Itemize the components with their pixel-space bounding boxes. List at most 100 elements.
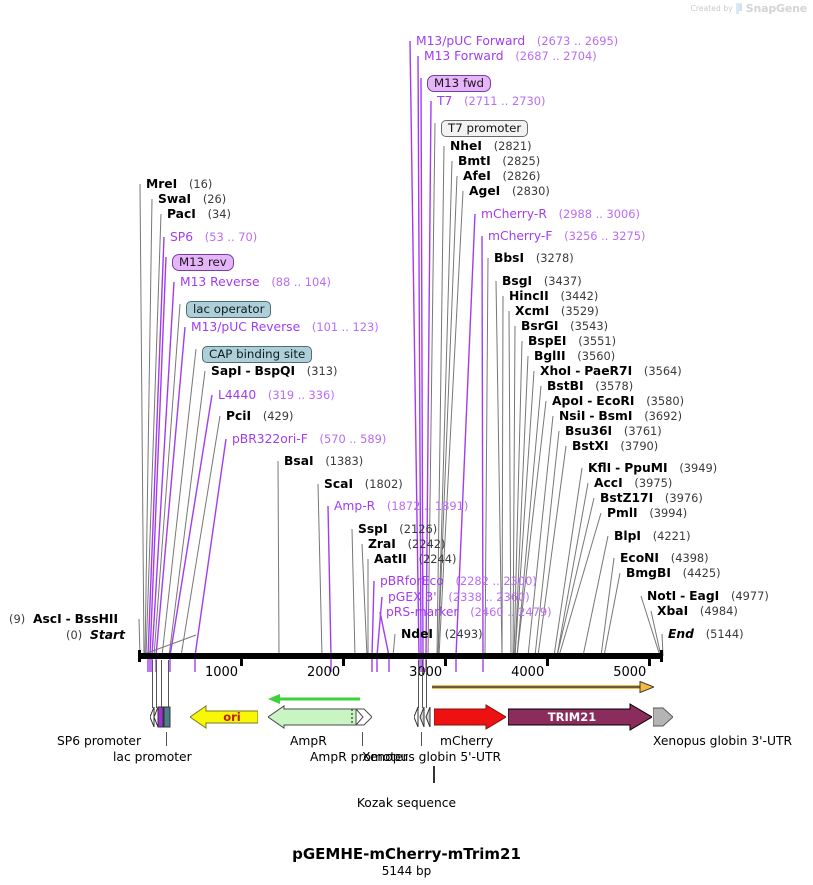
map-label-text: SspI (2126) [358, 522, 438, 536]
map-label-text: AatII (2244) [374, 552, 457, 566]
map-label-pbrfor: pBRforEco (2282 .. 2300) [380, 575, 537, 587]
ampr-promoter-pointer [362, 732, 363, 746]
map-label-text: HincII (3442) [509, 289, 599, 303]
feature-label-ampr: AmpR [290, 734, 327, 748]
map-label-m13rev: M13 rev [172, 251, 234, 271]
feature-line-orf [432, 678, 656, 694]
map-label-mrei: MreI (16) [146, 178, 212, 190]
map-label-text: Amp-R (1872 .. 1891) [334, 499, 469, 513]
snapgene-watermark: Created by SnapGene [691, 2, 808, 15]
leader-line [376, 596, 383, 657]
map-label-text: BmgBI (4425) [626, 566, 721, 580]
map-label-kfli: KflI - PpuMI (3949) [588, 462, 717, 474]
map-label-text: BglII (3560) [534, 349, 616, 363]
map-label-text: MreI (16) [146, 177, 213, 191]
sp6-lac-promoter-block [149, 704, 174, 730]
map-label-text: NdeI (2493) [401, 627, 483, 641]
map-label-nsii: NsiI - BsmI (3692) [559, 410, 682, 422]
ruler-tick [546, 659, 550, 666]
ruler-tick-label: 5000 [613, 665, 647, 680]
map-label-text: ApoI - EcoRI (3580) [552, 394, 685, 408]
ruler-tick-label: 3000 [409, 665, 444, 680]
map-label-text: M13 Forward (2687 .. 2704) [424, 49, 597, 63]
map-label-text: L4440 (319 .. 336) [218, 388, 335, 402]
feature-box-label: lac operator [186, 301, 272, 318]
map-label-end: End (5144) [668, 628, 744, 640]
site-drop-line [152, 660, 153, 708]
leader-line [361, 543, 368, 657]
map-label-text: mCherry-R (2988 .. 3006) [481, 207, 640, 221]
page-subtitle: 5144 bp [381, 864, 432, 878]
map-label-bspei: BspEI (3551) [528, 335, 616, 347]
map-label-text: NheI (2821) [450, 139, 532, 153]
feature-arrow-mcherry [433, 704, 507, 730]
map-label-text: pBR322ori-F (570 .. 589) [232, 432, 387, 446]
map-label-text: NsiI - BsmI (3692) [559, 409, 683, 423]
leader-line [194, 438, 227, 657]
map-label-acci: AccI (3975) [594, 477, 672, 489]
map-label-xcmi: XcmI (3529) [515, 305, 599, 317]
ruler-tick-label: 2000 [307, 665, 341, 680]
map-label-blpi: BlpI (4221) [614, 530, 691, 542]
map-label-text: BlpI (4221) [614, 529, 691, 543]
feature-box-label: M13 rev [172, 254, 234, 271]
leader-line [425, 100, 432, 657]
site-drop-line [418, 660, 419, 708]
leader-line [139, 183, 145, 657]
leader-line [317, 483, 323, 657]
ruler-tick [240, 659, 244, 666]
map-label-bstz17i: BstZ17I (3976) [600, 492, 703, 504]
map-label-mch-f: mCherry-F (3256 .. 3275) [488, 230, 645, 242]
leader-line [155, 326, 186, 657]
feature-box-label: M13 fwd [427, 75, 492, 92]
map-label-text: AgeI (2830) [469, 184, 550, 198]
map-label-text: M13/pUC Forward (2673 .. 2695) [416, 34, 619, 48]
map-label-lacop: lac operator [186, 298, 272, 318]
map-label-text: Bsu36I (3761) [565, 424, 662, 438]
xenopus-5utr-pointer [421, 732, 422, 746]
leader-line [149, 256, 167, 657]
map-label-text: M13 Reverse (88 .. 104) [180, 275, 331, 289]
map-label-text: mCherry-F (3256 .. 3275) [488, 229, 646, 243]
leader-line [161, 348, 197, 657]
map-label-text: SapI - BspQI (313) [211, 364, 338, 378]
feature-label-mcherry: mCherry [440, 734, 494, 748]
map-label-sapi: SapI - BspQI (313) [211, 365, 337, 377]
lac-promoter-pointer [166, 732, 167, 746]
map-label-text: BsrGI (3543) [521, 319, 609, 333]
map-label-text: BspEI (3551) [528, 334, 617, 348]
map-label-bsrgi: BsrGI (3543) [521, 320, 608, 332]
ruler-tick [444, 659, 448, 666]
map-label-scai: ScaI (1802) [324, 478, 403, 490]
leader-line [527, 415, 554, 657]
map-label-text: BmtI (2825) [458, 154, 541, 168]
leader-line [277, 460, 280, 657]
page-title: pGEMHE-mCherry-mTrim21 [292, 845, 521, 863]
feature-box-label: CAP binding site [202, 346, 313, 363]
map-label-ampr: Amp-R (1872 .. 1891) [334, 500, 468, 512]
map-label-t7: T7 (2711 .. 2730) [437, 95, 545, 107]
map-label-capbs: CAP binding site [202, 343, 313, 363]
map-label-afei: AfeI (2826) [463, 170, 540, 182]
feature-xenopus-5utr [413, 704, 434, 730]
map-label-bstxi: BstXI (3790) [572, 440, 658, 452]
feature-label-sp6-promoter: SP6 promoter [57, 734, 142, 748]
map-label-text: KflI - PpuMI (3949) [588, 461, 718, 475]
leader-line [537, 445, 567, 657]
feature-label-xenopus-3utr: Xenopus globin 3'-UTR [653, 734, 793, 748]
map-label-bsai: BsaI (1383) [284, 455, 363, 467]
ruler-tick-label: 1000 [204, 665, 239, 680]
map-label-xbai: XbaI (4984) [657, 605, 738, 617]
site-drop-line [156, 660, 157, 708]
map-label-xhoi: XhoI - PaeR7I (3564) [540, 365, 682, 377]
map-label-aatii: AatII (2244) [374, 553, 456, 565]
map-label-paci: PacI (34) [167, 208, 231, 220]
map-label-m13puc-fwd: M13/pUC Forward (2673 .. 2695) [416, 35, 618, 47]
leader-line [147, 236, 165, 657]
map-label-hincii: HincII (3442) [509, 290, 598, 302]
leader-line [603, 572, 621, 657]
feature-box-label: T7 promoter [441, 120, 529, 137]
map-label-m13rv: M13 Reverse (88 .. 104) [180, 276, 331, 288]
map-label-text: XcmI (3529) [515, 304, 599, 318]
svg-text:TRIM21: TRIM21 [548, 710, 596, 724]
